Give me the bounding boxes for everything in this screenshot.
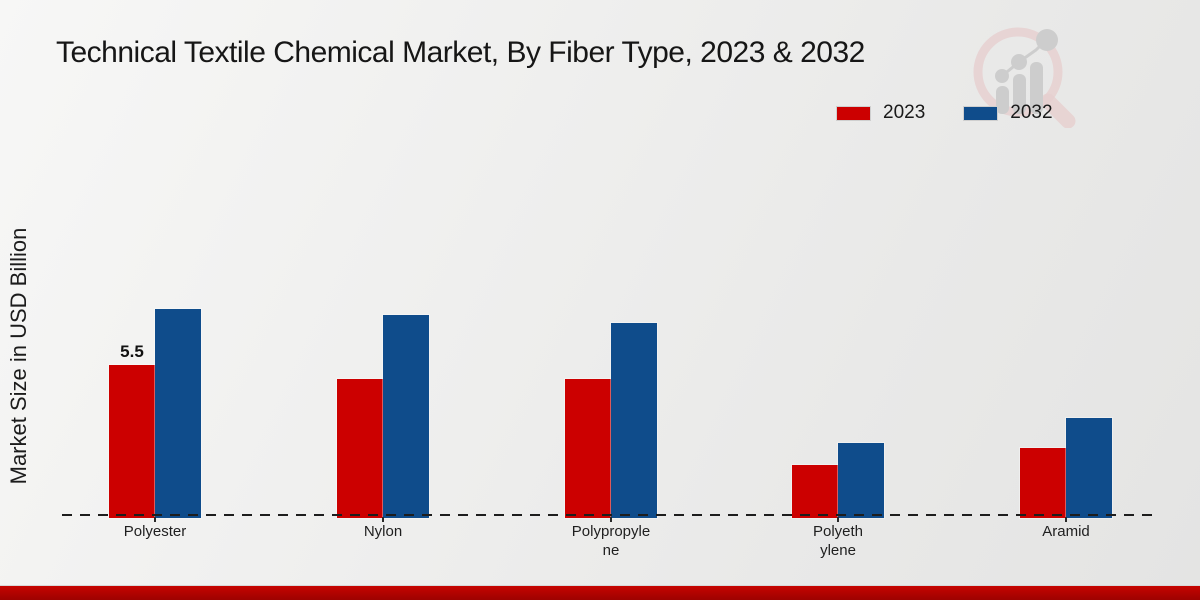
legend-item-2023: 2023 [836, 102, 925, 124]
legend-swatch-2032 [963, 105, 999, 121]
bar-2023-polyester [109, 365, 155, 518]
category-label-polyethylene: Polyeth ylene [812, 523, 864, 559]
bar-2023-aramid [1020, 448, 1066, 518]
bar-2032-polypropylene [611, 323, 657, 518]
chart-title: Technical Textile Chemical Market, By Fi… [56, 36, 865, 69]
category-label-polyester: Polyester [123, 523, 187, 540]
bar-2032-nylon [383, 315, 429, 518]
axis-tick-nylon [382, 517, 384, 522]
legend-swatch-2023 [836, 105, 871, 121]
legend-label-2023: 2023 [883, 102, 926, 123]
legend-label-2032: 2032 [1010, 102, 1053, 123]
market-research-magnifier-logo-icon [973, 27, 1076, 128]
legend: 2023 2032 [836, 102, 1053, 124]
bar-2023-nylon [337, 379, 383, 518]
x-axis-dashed-line [62, 514, 1158, 516]
bar-2023-polypropylene [565, 379, 611, 518]
data-label-2023-polyester: 5.5 [120, 342, 144, 361]
bar-2023-polyethylene [792, 465, 838, 518]
axis-tick-polyethylene [837, 517, 839, 522]
bar-2032-aramid [1066, 418, 1112, 518]
axis-tick-polyester [154, 517, 156, 522]
footer-red-band [0, 585, 1200, 600]
bar-2032-polyethylene [838, 443, 884, 518]
bar-2032-polyester [155, 309, 201, 518]
category-label-nylon: Nylon [363, 523, 403, 540]
legend-item-2032: 2032 [963, 102, 1053, 124]
axis-tick-polypropylene [610, 517, 612, 522]
category-label-polypropylene: Polypropyle ne [571, 523, 651, 559]
category-label-aramid: Aramid [1042, 523, 1090, 540]
axis-tick-aramid [1065, 517, 1067, 522]
